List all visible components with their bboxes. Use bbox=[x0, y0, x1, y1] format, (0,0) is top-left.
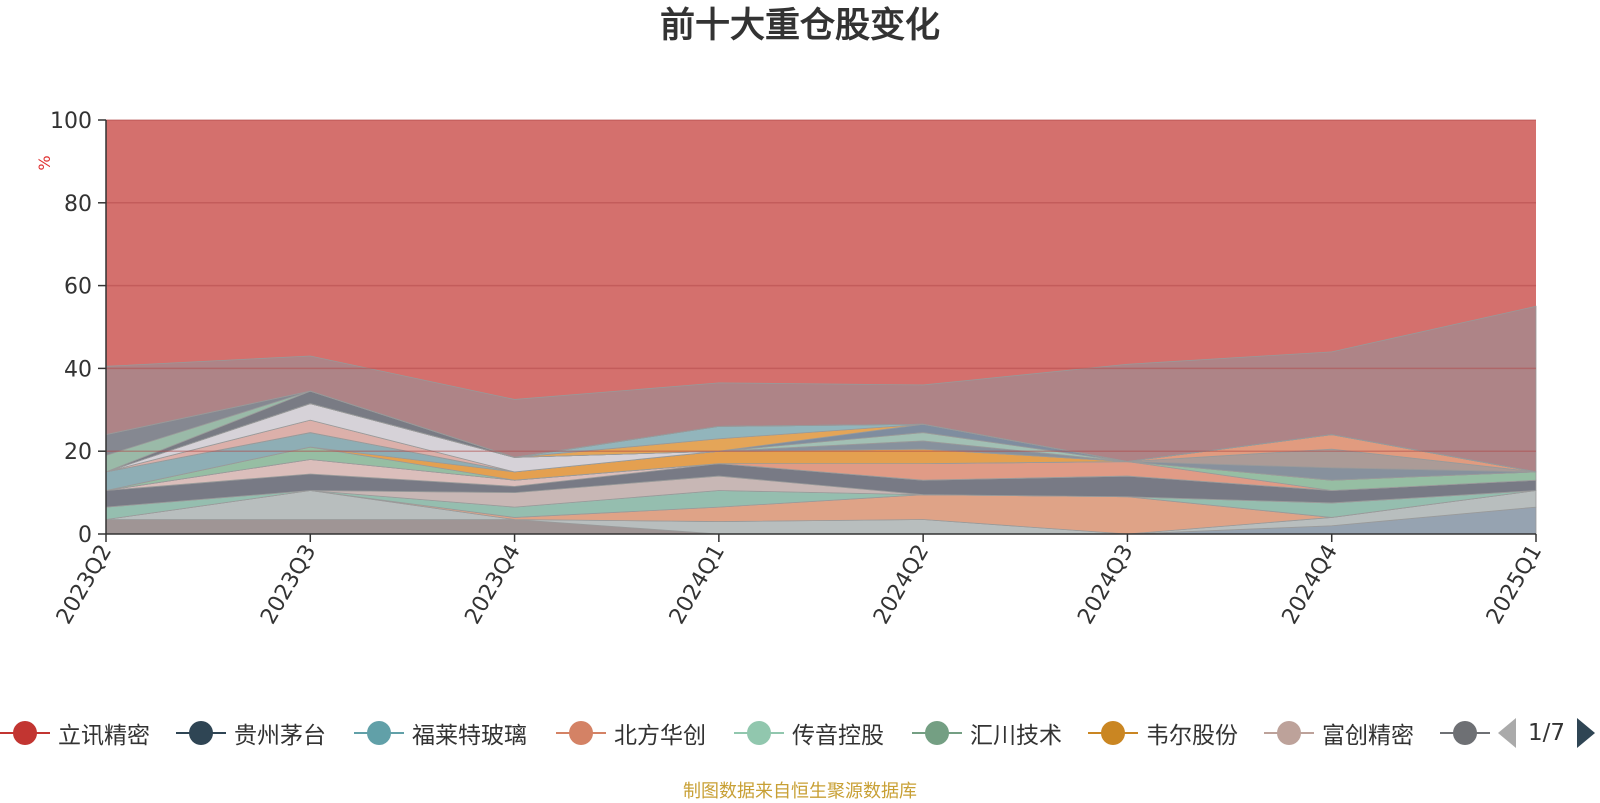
legend-item[interactable]: 北方华创 bbox=[556, 712, 706, 754]
x-tick-label: 2025Q1 bbox=[1482, 541, 1547, 629]
x-tick-label: 2024Q1 bbox=[665, 541, 730, 629]
y-tick-label: 40 bbox=[64, 357, 92, 382]
legend-item[interactable]: 汇川技术 bbox=[912, 712, 1062, 754]
legend-label: 福莱特玻璃 bbox=[412, 723, 527, 749]
x-tick-label: 2023Q2 bbox=[52, 541, 117, 629]
legend-item[interactable]: 福莱特玻璃 bbox=[354, 712, 527, 754]
legend-item[interactable]: 富创精密 bbox=[1264, 712, 1414, 754]
pager-text: 1/7 bbox=[1528, 720, 1566, 746]
legend-item[interactable]: 韦尔股份 bbox=[1088, 712, 1238, 754]
series-area-upper-band bbox=[105, 305, 1537, 473]
legend-pager: 1/7 bbox=[1498, 712, 1596, 754]
legend-label: 韦尔股份 bbox=[1146, 723, 1238, 749]
y-tick-label: 0 bbox=[78, 523, 92, 548]
legend-marker-icon bbox=[912, 712, 962, 754]
x-tick-label: 2024Q2 bbox=[869, 541, 934, 629]
y-tick-label: 100 bbox=[50, 109, 92, 134]
legend-marker-icon bbox=[1088, 712, 1138, 754]
legend-marker-icon bbox=[0, 712, 50, 754]
y-axis-label: % bbox=[35, 155, 54, 170]
source-note: 制图数据来自恒生聚源数据库 bbox=[683, 781, 917, 802]
y-tick-label: 60 bbox=[64, 275, 92, 300]
legend-item[interactable] bbox=[1440, 712, 1490, 754]
plot-area bbox=[105, 120, 1537, 535]
legend-marker-icon bbox=[1440, 712, 1490, 754]
legend-label: 传音控股 bbox=[792, 723, 884, 749]
legend-marker-icon bbox=[734, 712, 784, 754]
legend-label: 汇川技术 bbox=[970, 723, 1062, 749]
y-tick-label: 80 bbox=[64, 192, 92, 217]
chart-title: 前十大重仓股变化 bbox=[659, 6, 940, 46]
legend: 立讯精密 贵州茅台 福莱特玻璃 北方华创 传音控股 汇川技术 韦尔股份 富创精密 bbox=[0, 712, 1600, 754]
legend-label: 贵州茅台 bbox=[234, 723, 326, 749]
legend-label: 立讯精密 bbox=[58, 723, 150, 749]
y-tick-label: 20 bbox=[64, 440, 92, 465]
legend-item[interactable]: 传音控股 bbox=[734, 712, 884, 754]
legend-marker-icon bbox=[354, 712, 404, 754]
x-tick-label: 2023Q4 bbox=[460, 541, 525, 629]
x-tick-label: 2024Q3 bbox=[1073, 541, 1138, 629]
legend-label: 富创精密 bbox=[1322, 723, 1414, 749]
legend-marker-icon bbox=[176, 712, 226, 754]
pager-prev-icon[interactable] bbox=[1498, 718, 1516, 748]
legend-marker-icon bbox=[1264, 712, 1314, 754]
legend-marker-icon bbox=[556, 712, 606, 754]
pager-next-icon[interactable] bbox=[1577, 718, 1596, 748]
legend-label: 北方华创 bbox=[614, 723, 706, 749]
x-tick-label: 2023Q3 bbox=[256, 541, 321, 629]
legend-item[interactable]: 贵州茅台 bbox=[176, 712, 326, 754]
legend-item[interactable]: 立讯精密 bbox=[0, 712, 150, 754]
x-tick-label: 2024Q4 bbox=[1278, 541, 1343, 629]
